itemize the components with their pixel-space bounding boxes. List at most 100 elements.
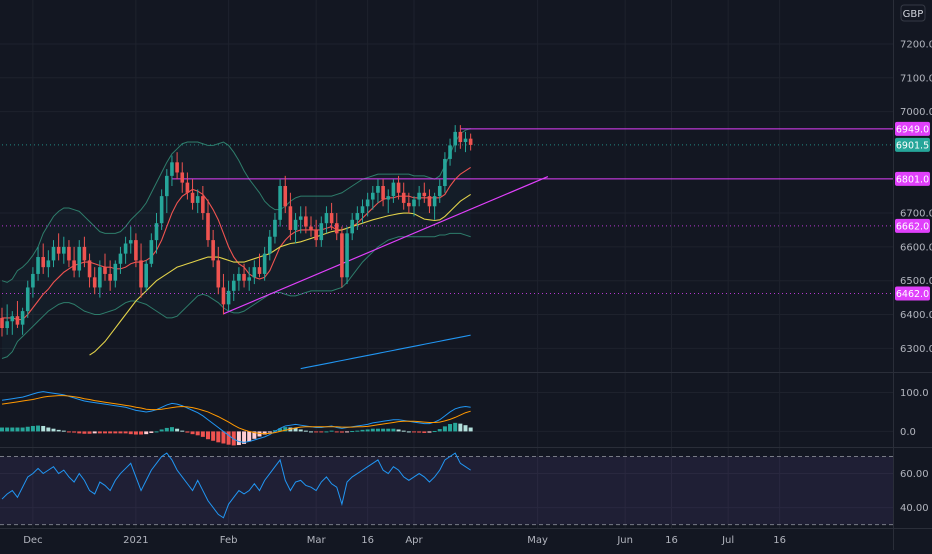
candle-body — [453, 131, 457, 146]
macd-histogram-bar — [355, 430, 360, 432]
candle-body — [123, 243, 128, 254]
macd-histogram-bar — [20, 427, 25, 432]
macd-histogram-bar — [128, 431, 133, 435]
candle-body — [329, 213, 334, 224]
candle-body — [211, 240, 215, 261]
candle-body — [288, 206, 293, 230]
macd-histogram-bar — [422, 431, 427, 433]
candle-body — [103, 267, 107, 274]
macd-histogram-bar — [144, 431, 149, 435]
candle-body — [458, 131, 463, 143]
macd-histogram-bar — [133, 431, 138, 435]
candle-body — [298, 216, 303, 220]
candle-body — [144, 263, 148, 288]
macd-histogram-bar — [56, 429, 61, 432]
currency-badge[interactable]: GBP — [900, 4, 926, 22]
axes: 7200.0 7100.0 7000.0 6700.0 6600.0 6500.0 6400… — [23, 39, 932, 546]
macd-histogram-bar — [334, 431, 339, 433]
macd-histogram-bar — [437, 429, 442, 432]
candle-body — [36, 257, 40, 274]
macd-histogram-bar — [432, 431, 437, 433]
macd-histogram-bar — [206, 431, 210, 440]
macd-histogram-bar — [169, 427, 174, 432]
candle-body — [304, 216, 308, 227]
candle-body — [257, 267, 262, 274]
macd-histogram-bar — [391, 428, 396, 432]
candle-body — [149, 240, 154, 264]
time-axis-tick: 2021 — [123, 535, 148, 546]
price-label-badge — [895, 286, 930, 301]
macd-histogram-bar — [92, 431, 97, 434]
candle-body — [201, 196, 205, 214]
main-pane[interactable] — [0, 125, 893, 370]
candle-body — [185, 182, 190, 193]
price-axis-tick: 6600.0 — [900, 242, 932, 253]
macd-histogram-bar — [36, 425, 41, 432]
rsi-axis-tick: 40.00 — [900, 503, 929, 514]
macd-histogram-bar — [164, 427, 169, 432]
candle-body — [5, 321, 9, 329]
macd-pane[interactable] — [0, 391, 473, 446]
macd-histogram-bar — [15, 427, 20, 432]
macd-histogram-bar — [77, 431, 82, 434]
macd-histogram-bar — [360, 429, 365, 432]
candle-body — [77, 246, 82, 271]
bollinger-lower — [1, 232, 471, 359]
macd-histogram-bar — [154, 431, 159, 433]
price-label-badge — [895, 137, 930, 152]
macd-histogram-bar — [211, 431, 216, 441]
time-axis-tick: Feb — [220, 535, 238, 546]
candle-body — [324, 213, 329, 224]
candle-body — [371, 192, 375, 200]
candle-body — [62, 246, 66, 254]
candle-body — [226, 290, 231, 305]
macd-histogram-bar — [231, 431, 236, 446]
bollinger-upper — [1, 128, 471, 283]
candle-body — [20, 311, 25, 325]
candle-body — [396, 182, 401, 193]
candle-body — [46, 260, 51, 268]
macd-histogram-bar — [226, 431, 231, 445]
time-axis-tick: Dec — [23, 535, 42, 546]
macd-histogram-bar — [463, 425, 468, 432]
macd-histogram-bar — [0, 427, 4, 432]
macd-histogram-bar — [175, 428, 180, 432]
candle-body — [154, 223, 159, 241]
price-label-text: 6949.0 — [896, 124, 929, 135]
macd-histogram-bar — [303, 430, 308, 432]
candle-body — [82, 246, 87, 261]
candle-body — [463, 138, 468, 143]
candle-body — [437, 186, 442, 197]
currency-badge-box — [900, 4, 926, 22]
candle-body — [180, 172, 185, 183]
candle-body — [262, 253, 267, 274]
candle-body — [72, 260, 76, 271]
time-axis-tick: 16 — [361, 535, 374, 546]
macd-histogram-bar — [41, 425, 46, 432]
macd-histogram-bar — [293, 427, 298, 432]
rsi-pane[interactable] — [0, 452, 893, 526]
macd-histogram-bar — [82, 431, 87, 434]
macd-line — [1, 391, 471, 443]
candle-body — [309, 226, 313, 230]
candle-body — [237, 273, 241, 281]
rsi-axis-tick: 60.00 — [900, 469, 929, 480]
macd-histogram-bar — [262, 431, 267, 435]
trend-line — [223, 175, 549, 315]
candle-body — [113, 263, 118, 281]
macd-histogram-bar — [108, 431, 113, 434]
price-label-badge — [895, 218, 930, 233]
candle-body — [360, 206, 365, 214]
candle-body — [242, 273, 246, 281]
currency-label: GBP — [903, 9, 924, 20]
macd-histogram-bar — [190, 431, 195, 435]
moving-average-line — [89, 193, 471, 356]
candle-body — [376, 186, 380, 193]
candle-body — [221, 287, 226, 305]
candle-body — [108, 273, 112, 281]
rsi-band-fill — [0, 456, 893, 525]
candle-body — [231, 280, 236, 291]
candle-body — [165, 175, 169, 197]
macd-histogram-bar — [468, 427, 473, 432]
